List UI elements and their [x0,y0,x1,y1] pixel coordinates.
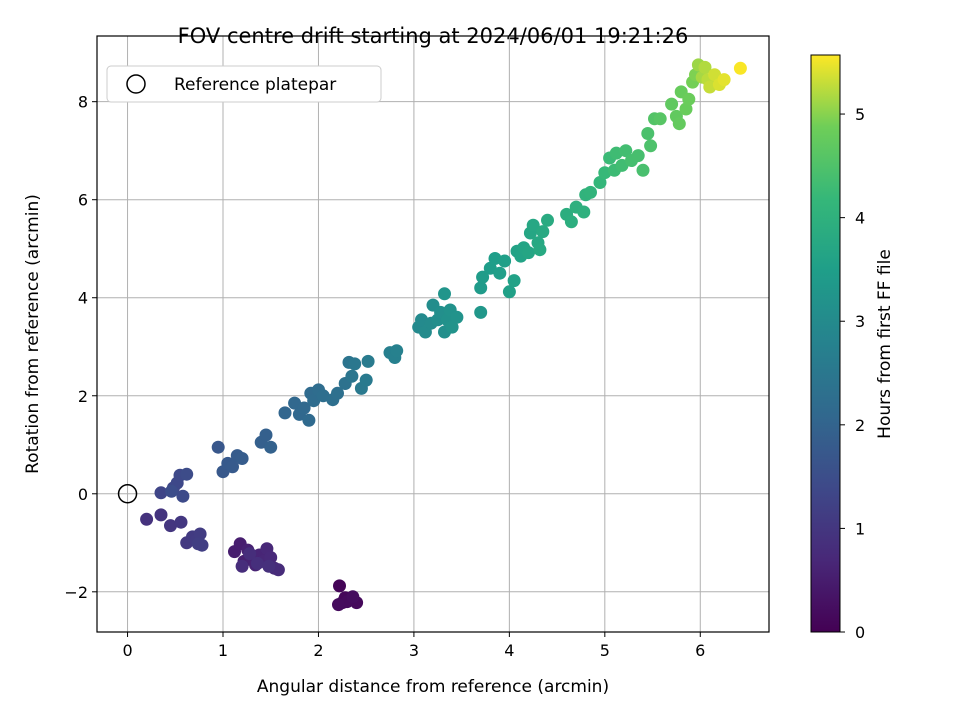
data-point [682,92,696,106]
data-point [533,243,547,257]
data-point [235,452,249,465]
data-point [672,117,686,131]
x-tick-label: 3 [409,641,419,660]
data-point [665,97,679,111]
data-point [733,61,747,75]
colorbar-label: Hours from first FF file [875,249,895,439]
y-tick-label: −2 [64,583,88,602]
data-point [541,213,554,227]
data-point [226,460,239,474]
data-point [176,489,190,503]
data-point [348,357,362,371]
data-point [522,246,535,260]
data-point [359,373,373,387]
data-point [641,127,655,140]
data-point [619,144,633,158]
data-point [331,386,344,400]
data-point [361,354,375,368]
data-point [498,254,512,268]
data-point [140,512,154,526]
data-point [278,406,292,420]
grid-lines [97,36,769,632]
data-point [211,440,225,454]
x-tick-label: 0 [122,641,132,660]
data-point [644,139,658,153]
colorbar-gradient [810,54,841,633]
data-point [445,320,459,334]
colorbar-tick-label: 5 [855,105,865,124]
data-point [631,149,645,163]
x-tick-label: 2 [313,641,323,660]
colorbar: 0 1 2 3 4 5 Hours from first FF file [810,54,895,642]
data-point [165,484,178,498]
legend: Reference platepar [106,65,382,103]
data-point [679,102,693,116]
data-point [507,274,521,288]
data-point [333,579,346,593]
data-point [264,440,278,454]
data-point [474,281,488,295]
data-point [302,413,316,427]
data-point [332,598,345,612]
reference-point-marker [117,484,138,504]
data-point [577,205,591,219]
colorbar-ticks: 0 1 2 3 4 5 [840,105,865,642]
colorbar-tick-label: 4 [855,209,865,228]
x-tick-label: 6 [695,641,705,660]
data-point [493,266,507,280]
data-point [164,519,177,533]
y-tick-label: 0 [78,485,88,504]
data-point [346,590,360,604]
data-point [717,73,731,87]
colorbar-tick-label: 3 [855,312,865,331]
x-tick-label: 1 [218,641,228,660]
data-point [154,508,168,522]
x-axis-label: Angular distance from reference (arcmin) [257,677,609,697]
data-point [450,310,464,324]
data-point [502,285,516,299]
data-point [235,559,249,573]
y-tick-label: 4 [78,289,88,308]
data-point [390,344,404,358]
data-point [476,270,490,284]
data-point [593,176,607,189]
data-point [345,369,359,383]
y-tick-label: 2 [78,387,88,406]
data-point [262,559,276,573]
data-point [536,225,550,239]
x-axis-ticks: 0 1 2 3 4 5 6 [122,632,705,660]
data-point [154,486,168,500]
data-points [140,58,747,612]
data-point [180,467,194,481]
x-tick-label: 5 [600,641,610,660]
data-point [584,185,597,199]
y-axis-label: Rotation from reference (arcmin) [23,194,43,474]
data-point [636,163,650,177]
data-point [250,556,264,570]
data-point [474,305,488,319]
plot-frame [96,35,770,633]
data-point [564,215,578,229]
colorbar-tick-label: 0 [855,623,865,642]
y-axis-ticks: −2 0 2 4 6 8 [64,93,97,602]
data-point [438,287,451,301]
data-point [193,527,207,541]
colorbar-tick-label: 1 [855,519,865,538]
legend-entry: Reference platepar [174,75,336,95]
data-point [653,112,667,126]
y-tick-label: 8 [78,93,88,112]
data-point [259,428,273,442]
data-point [191,537,205,551]
data-point [297,401,311,415]
y-tick-label: 6 [78,191,88,210]
legend-marker-icon [126,74,146,94]
data-point [243,547,257,561]
data-point [174,515,188,529]
data-point [698,60,712,74]
x-tick-label: 4 [504,641,514,660]
data-point [526,218,540,232]
colorbar-tick-label: 2 [855,416,865,435]
legend-box [106,65,382,103]
